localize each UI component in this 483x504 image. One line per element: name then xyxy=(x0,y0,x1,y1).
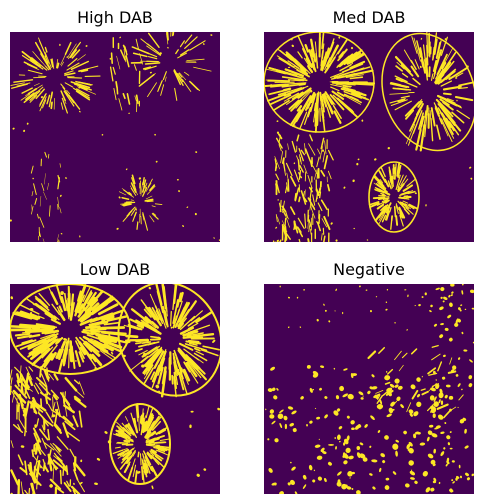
mask-image-high-dab xyxy=(10,32,220,242)
panel-title-low-dab: Low DAB xyxy=(79,260,151,279)
panel-high-dab xyxy=(10,32,220,242)
panel-low-dab xyxy=(10,284,220,494)
mask-image-low-dab xyxy=(10,284,220,494)
panel-title-negative: Negative xyxy=(333,260,405,279)
panel-title-med-dab: Med DAB xyxy=(332,8,406,27)
mask-image-med-dab xyxy=(264,32,474,242)
panel-med-dab xyxy=(264,32,474,242)
mask-image-negative xyxy=(264,284,474,494)
panel-negative xyxy=(264,284,474,494)
panel-title-high-dab: High DAB xyxy=(77,8,153,27)
